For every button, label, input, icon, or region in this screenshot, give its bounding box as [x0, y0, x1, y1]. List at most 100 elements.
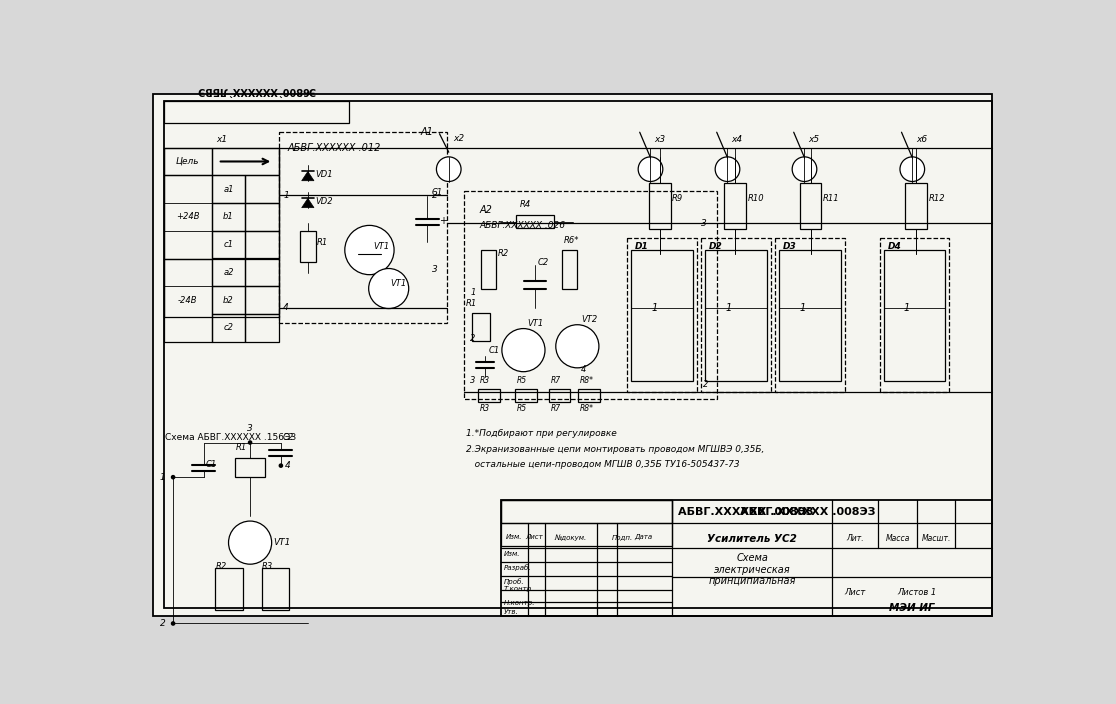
Bar	[234, 458, 266, 477]
Text: 2.Экранизованные цепи монтировать проводом МГШВЭ 0,35Б,: 2.Экранизованные цепи монтировать провод…	[465, 445, 764, 454]
Text: R1: R1	[317, 238, 328, 247]
Text: R1: R1	[237, 444, 248, 453]
Bar	[212, 287, 246, 314]
Text: C2: C2	[538, 258, 549, 267]
Circle shape	[715, 157, 740, 182]
Text: Масшт.: Масшт.	[922, 534, 951, 543]
Bar	[501, 501, 992, 616]
Text: c2: c2	[223, 323, 233, 332]
Text: R11: R11	[822, 194, 839, 203]
Text: №докум.: №докум.	[555, 534, 587, 541]
Bar	[300, 231, 316, 262]
Bar	[246, 175, 279, 203]
Bar	[246, 287, 279, 314]
Text: C1: C1	[489, 346, 500, 355]
Bar	[800, 183, 821, 230]
Text: a1: a1	[223, 184, 233, 194]
Text: 1: 1	[470, 288, 475, 297]
Bar	[246, 314, 279, 341]
Text: 1: 1	[725, 303, 731, 313]
Bar	[724, 183, 745, 230]
Text: Схема: Схема	[737, 553, 768, 563]
Bar	[549, 389, 570, 403]
Bar	[905, 183, 927, 230]
Text: 2: 2	[160, 619, 165, 628]
Circle shape	[171, 475, 175, 479]
Bar	[212, 258, 246, 287]
Circle shape	[279, 463, 283, 468]
Text: Э6800`XXXXXX`ЛБВЭ: Э6800`XXXXXX`ЛБВЭ	[196, 85, 316, 95]
Text: Схема АБВГ.XXXXXX .156ЭЗ: Схема АБВГ.XXXXXX .156ЭЗ	[165, 432, 297, 441]
Bar	[215, 568, 243, 610]
Text: x5: x5	[808, 135, 819, 144]
Text: Масса: Масса	[885, 534, 910, 543]
Text: АБВГ.XXXXXX .008ЭЗ: АБВГ.XXXXXX .008ЭЗ	[679, 507, 814, 517]
Text: R3: R3	[261, 562, 273, 571]
Text: R12: R12	[929, 194, 945, 203]
Text: 1: 1	[799, 303, 806, 313]
Bar	[701, 239, 771, 393]
Text: Разраб.: Разраб.	[504, 564, 532, 571]
Text: 1.*Подбирают при регулировке: 1.*Подбирают при регулировке	[465, 429, 616, 439]
Text: VD2: VD2	[316, 197, 334, 206]
Text: 4: 4	[581, 365, 587, 374]
Text: A1: A1	[421, 127, 434, 137]
Bar	[212, 314, 246, 341]
Text: D4: D4	[887, 241, 902, 251]
Text: VT2: VT2	[581, 315, 597, 324]
Text: 1: 1	[160, 472, 165, 482]
Text: +: +	[440, 215, 448, 226]
Text: 4: 4	[283, 303, 289, 313]
Bar	[246, 258, 279, 287]
Bar	[481, 250, 497, 289]
Text: принципиальная: принципиальная	[709, 576, 796, 586]
Text: C1: C1	[205, 460, 217, 470]
Bar	[562, 250, 577, 289]
Text: x2: x2	[453, 134, 464, 143]
Text: 1: 1	[283, 191, 289, 200]
Circle shape	[792, 157, 817, 182]
Text: Листов 1: Листов 1	[897, 588, 936, 597]
Bar	[516, 215, 555, 227]
Text: 1: 1	[904, 303, 910, 313]
Text: R6*: R6*	[564, 236, 579, 244]
Bar	[648, 183, 671, 230]
Text: Лит.: Лит.	[847, 534, 864, 543]
Bar	[164, 258, 212, 341]
Text: Н.контр.: Н.контр.	[504, 600, 536, 605]
Bar	[472, 313, 490, 341]
Text: Лист: Лист	[845, 588, 866, 597]
Bar	[705, 250, 767, 381]
Bar	[246, 231, 279, 258]
Text: R8*: R8*	[579, 375, 594, 384]
Text: R5: R5	[517, 404, 527, 413]
Text: R9: R9	[672, 194, 683, 203]
Text: остальные цепи-проводом МГШВ 0,35Б ТУ16-505437-73: остальные цепи-проводом МГШВ 0,35Б ТУ16-…	[465, 460, 739, 470]
Bar	[779, 250, 840, 381]
Text: Утв.: Утв.	[504, 609, 519, 615]
Text: R5: R5	[517, 375, 527, 384]
Text: Изм.: Изм.	[506, 534, 522, 540]
Text: VD1: VD1	[316, 170, 334, 179]
Bar	[164, 175, 212, 258]
Bar	[212, 231, 246, 258]
Text: электрическая: электрическая	[714, 565, 790, 574]
Circle shape	[638, 157, 663, 182]
Text: 2: 2	[432, 191, 437, 200]
Bar	[627, 239, 696, 393]
Circle shape	[502, 329, 545, 372]
Bar	[164, 148, 279, 317]
Text: c1: c1	[223, 240, 233, 249]
Bar	[501, 501, 672, 546]
Text: R7: R7	[550, 404, 560, 413]
Text: R1: R1	[465, 299, 477, 308]
Bar	[501, 501, 672, 523]
Circle shape	[248, 440, 252, 445]
Text: C2: C2	[282, 433, 294, 441]
Text: D3: D3	[783, 241, 797, 251]
Text: 3: 3	[470, 377, 475, 385]
Text: Дата: Дата	[635, 534, 653, 540]
Text: x6: x6	[916, 135, 927, 144]
Text: C1: C1	[432, 188, 443, 197]
Text: Подп.: Подп.	[612, 534, 633, 540]
